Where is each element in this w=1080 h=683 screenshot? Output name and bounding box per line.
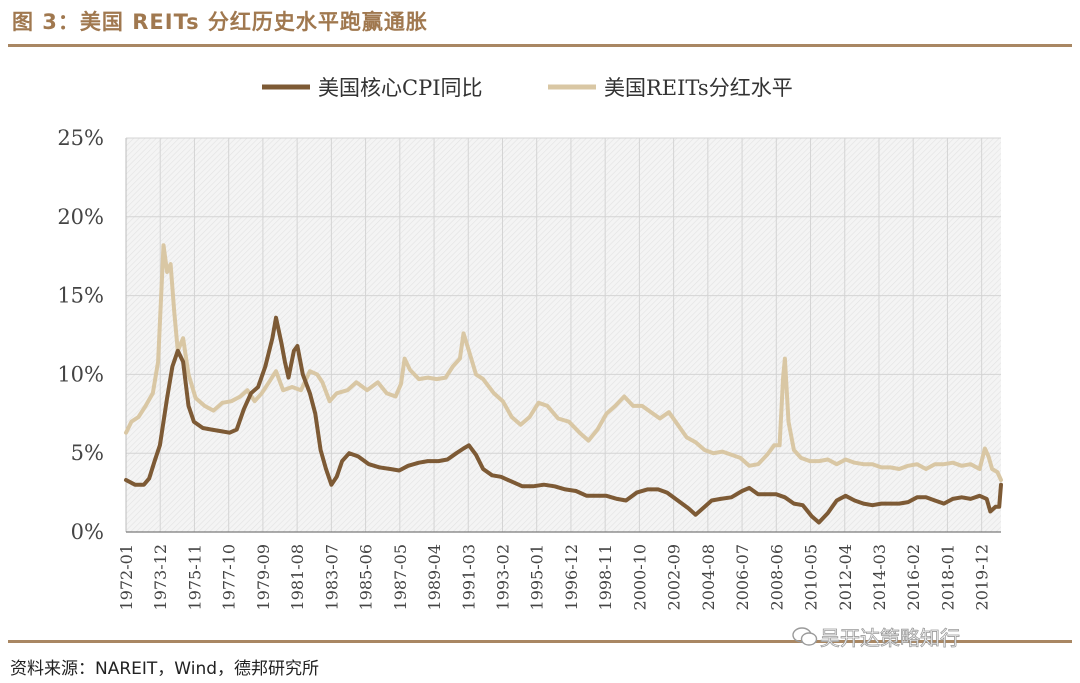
x-tick-label: 2010-05 — [802, 544, 821, 610]
wechat-icon — [792, 627, 818, 646]
x-tick-label: 1983-07 — [322, 544, 341, 610]
y-tick-label: 15% — [57, 284, 104, 308]
x-tick-label: 1979-09 — [254, 544, 273, 610]
x-tick-label: 2014-03 — [870, 544, 889, 610]
x-tick-label: 1987-05 — [391, 544, 410, 610]
plot-area — [126, 138, 1001, 532]
x-tick-label: 1977-10 — [220, 544, 239, 610]
x-tick-label: 1975-11 — [185, 544, 204, 610]
legend: 美国核心CPI同比 美国REITs分红水平 — [262, 76, 793, 100]
x-tick-label: 1981-08 — [288, 544, 307, 610]
y-tick-label: 0% — [71, 520, 104, 544]
x-tick-label: 2018-01 — [938, 544, 957, 610]
x-tick-label: 1998-11 — [596, 544, 615, 610]
x-tick-label: 2006-07 — [733, 544, 752, 610]
watermark: 吴开达策略知行 — [820, 626, 961, 651]
x-tick-label: 2016-02 — [904, 544, 923, 610]
y-tick-label: 25% — [57, 126, 104, 150]
figure-title: 图 3：美国 REITs 分红历史水平跑赢通胀 — [12, 10, 428, 34]
x-tick-label: 2004-08 — [699, 544, 718, 610]
x-tick-label: 2008-06 — [767, 544, 786, 610]
line-chart: 美国核心CPI同比 美国REITs分红水平 0% 5% 10% 15% 20% 25% 19… — [57, 76, 1003, 610]
legend-label-reits: 美国REITs分红水平 — [604, 76, 793, 100]
x-tick-label: 1989-04 — [425, 544, 444, 610]
x-tick-label: 1991-03 — [459, 544, 478, 610]
top-rule — [8, 44, 1072, 47]
x-tick-label: 1985-06 — [357, 544, 376, 610]
bottom-rule — [8, 640, 1072, 643]
y-tick-label: 5% — [71, 441, 104, 465]
x-tick-label: 2012-04 — [836, 544, 855, 610]
x-tick-label: 1972-01 — [117, 544, 136, 610]
y-tick-label: 10% — [57, 362, 104, 386]
x-tick-label: 1995-01 — [528, 544, 547, 610]
series-line-reits — [124, 243, 1003, 482]
x-tick-label: 2019-12 — [973, 544, 992, 610]
axes: 0% 5% 10% 15% 20% 25% 1972-01 1973-12 1975-11 197… — [57, 126, 1001, 610]
legend-label-cpi: 美国核心CPI同比 — [318, 76, 483, 100]
series-line-cpi — [124, 315, 1003, 525]
x-tick-label: 2000-10 — [630, 544, 649, 610]
x-tick-label: 1996-12 — [562, 544, 581, 610]
y-tick-label: 20% — [57, 205, 104, 229]
x-tick-label: 1993-02 — [493, 544, 512, 610]
x-tick-label: 2002-09 — [665, 544, 684, 610]
x-tick-label: 1973-12 — [151, 544, 170, 610]
series-lines — [124, 243, 1003, 525]
source-note: 资料来源：NAREIT，Wind，德邦研究所 — [10, 659, 320, 679]
grid — [125, 137, 1001, 533]
